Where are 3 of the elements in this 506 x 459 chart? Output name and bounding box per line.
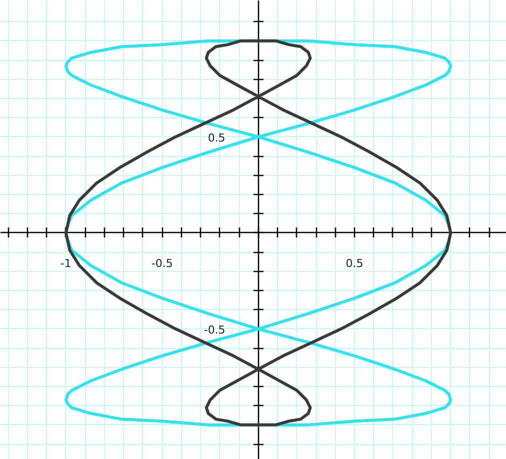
x-tick-label: -0.5 [151,256,173,270]
x-tick-label: 0.5 [346,256,364,270]
x-tick-label: -1 [60,256,72,270]
